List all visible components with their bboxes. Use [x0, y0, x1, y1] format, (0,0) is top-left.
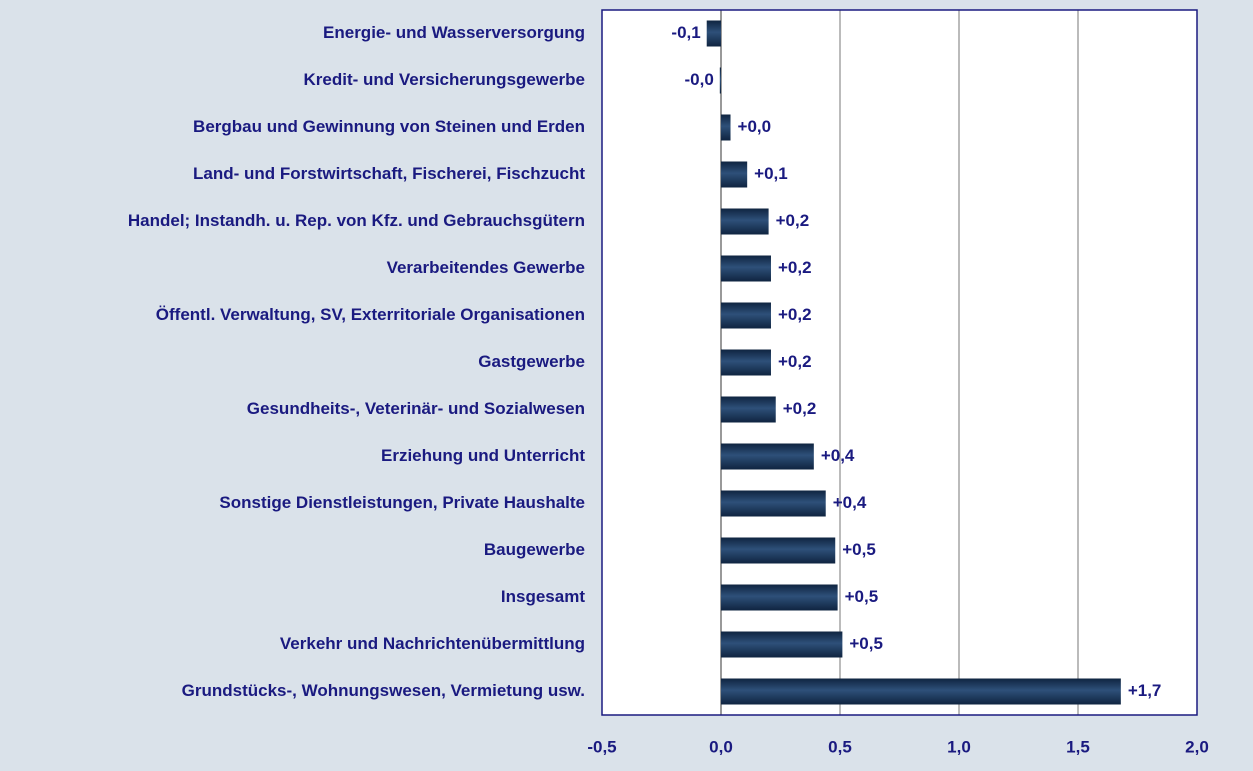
y-tick-label: Erziehung und Unterricht [381, 446, 585, 465]
bar [721, 443, 814, 470]
x-tick-label: 0,0 [709, 737, 733, 756]
value-label: -0,0 [685, 70, 714, 89]
value-label: +0,5 [845, 587, 879, 606]
value-label: +0,0 [738, 117, 772, 136]
plot-border [601, 9, 1198, 716]
y-tick-label: Öffentl. Verwaltung, SV, Exterritoriale … [156, 305, 585, 324]
bar [719, 67, 721, 94]
bar [721, 208, 769, 235]
y-tick-label: Sonstige Dienstleistungen, Private Haush… [219, 493, 585, 512]
y-tick-label: Insgesamt [501, 587, 585, 606]
x-tick-label: 2,0 [1185, 737, 1209, 756]
x-tick-label: 0,5 [828, 737, 852, 756]
y-tick-label: Energie- und Wasserversorgung [323, 23, 585, 42]
plot-area [602, 10, 1197, 715]
value-label: +0,5 [842, 540, 876, 559]
value-label: +0,2 [778, 352, 812, 371]
y-tick-label: Baugewerbe [484, 540, 585, 559]
y-tick-label: Handel; Instandh. u. Rep. von Kfz. und G… [128, 211, 585, 230]
y-tick-label: Gastgewerbe [478, 352, 585, 371]
y-tick-label: Land- und Forstwirtschaft, Fischerei, Fi… [193, 164, 585, 183]
bar [721, 114, 731, 141]
value-label: +0,2 [783, 399, 817, 418]
bar [721, 161, 748, 188]
value-label: +0,2 [778, 258, 812, 277]
value-label: +0,2 [776, 211, 810, 230]
y-tick-label: Verkehr und Nachrichtenübermittlung [280, 634, 585, 653]
bar [721, 678, 1121, 705]
x-tick-label: 1,0 [947, 737, 971, 756]
bar [706, 20, 721, 47]
value-label: +1,7 [1128, 681, 1162, 700]
bar [721, 349, 771, 376]
value-label: +0,4 [821, 446, 855, 465]
value-label: +0,5 [849, 634, 883, 653]
bar [721, 396, 776, 423]
bar [721, 584, 838, 611]
value-label: -0,1 [671, 23, 700, 42]
value-label: +0,2 [778, 305, 812, 324]
y-tick-label: Verarbeitendes Gewerbe [387, 258, 585, 277]
value-label: +0,4 [833, 493, 867, 512]
x-tick-label: 1,5 [1066, 737, 1090, 756]
y-tick-label: Grundstücks-, Wohnungswesen, Vermietung … [182, 681, 585, 700]
bar [721, 537, 836, 564]
y-tick-label: Kredit- und Versicherungsgewerbe [303, 70, 585, 89]
x-tick-label: -0,5 [587, 737, 616, 756]
y-tick-label: Gesundheits-, Veterinär- und Sozialwesen [247, 399, 585, 418]
bar [721, 255, 771, 282]
value-label: +0,1 [754, 164, 788, 183]
y-tick-label: Bergbau und Gewinnung von Steinen und Er… [193, 117, 585, 136]
bar [721, 490, 826, 517]
bar [721, 302, 771, 329]
bar [721, 631, 843, 658]
